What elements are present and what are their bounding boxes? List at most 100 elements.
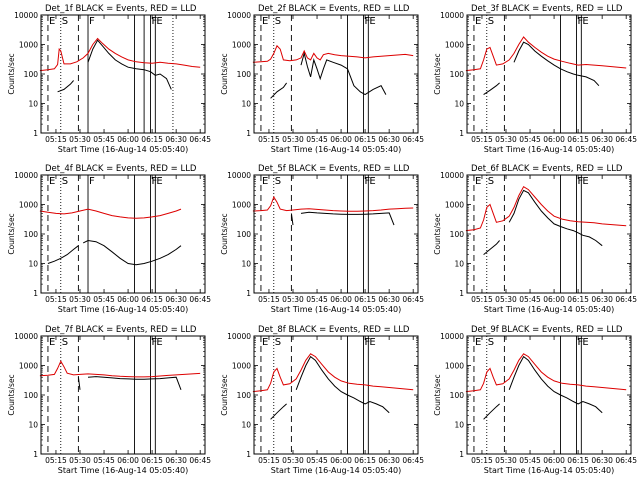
event-marker-label: F xyxy=(89,176,95,187)
event-marker-label: S xyxy=(62,16,68,27)
event-marker-label: E xyxy=(475,337,481,348)
y-tick-label: 10 xyxy=(28,260,38,269)
y-axis-label: Counts/sec xyxy=(7,213,16,254)
x-tick-label: 06:15 xyxy=(141,295,163,304)
x-tick-label: 06:00 xyxy=(117,135,139,144)
plot-frame xyxy=(253,14,419,134)
x-tick-label: 05:30 xyxy=(69,295,91,304)
events-series-line xyxy=(300,211,395,226)
x-tick-label: 06:00 xyxy=(117,456,139,465)
x-tick-label: 05:15 xyxy=(471,295,493,304)
y-tick-label: 100 xyxy=(237,230,252,239)
x-tick-label: 06:30 xyxy=(378,456,400,465)
y-tick-label: 1000 xyxy=(232,362,251,371)
event-marker-label: E xyxy=(156,176,162,187)
x-tick-label: 05:15 xyxy=(258,135,280,144)
x-tick-label: 05:30 xyxy=(495,295,517,304)
y-tick-label: 10000 xyxy=(227,171,251,180)
x-axis-label: Start Time (16-Aug-14 05:05:40) xyxy=(271,305,402,314)
x-axis-label: Start Time (16-Aug-14 05:05:40) xyxy=(58,305,189,314)
lld-series-line xyxy=(252,44,414,63)
x-tick-label: 06:15 xyxy=(567,295,589,304)
x-axis-label: Start Time (16-Aug-14 05:05:40) xyxy=(484,145,615,154)
plot-frame xyxy=(466,174,632,294)
plot-frame xyxy=(253,335,419,455)
x-tick-label: 06:45 xyxy=(402,456,424,465)
event-marker-label: E xyxy=(582,337,588,348)
y-tick-label: 1 xyxy=(459,450,464,459)
x-tick-label: 06:45 xyxy=(615,135,637,144)
x-tick-label: 06:00 xyxy=(330,135,352,144)
plot-frame xyxy=(466,335,632,455)
y-axis-label: Counts/sec xyxy=(7,374,16,415)
x-axis-label: Start Time (16-Aug-14 05:05:40) xyxy=(58,145,189,154)
y-axis-label: Counts/sec xyxy=(220,213,229,254)
event-marker-label: F xyxy=(152,176,158,187)
plot-frame xyxy=(253,174,419,294)
events-series-line xyxy=(87,39,172,90)
events-series-line xyxy=(82,239,182,266)
event-marker-label: S xyxy=(275,16,281,27)
y-tick-label: 1 xyxy=(246,129,251,138)
x-tick-label: 06:30 xyxy=(165,456,187,465)
event-marker-label: S xyxy=(488,176,494,187)
x-tick-label: 06:15 xyxy=(141,456,163,465)
events-series-line xyxy=(483,403,500,420)
event-marker-label: E xyxy=(156,337,162,348)
x-tick-label: 06:30 xyxy=(378,135,400,144)
x-tick-label: 05:15 xyxy=(45,295,67,304)
event-marker-label: E xyxy=(369,176,375,187)
x-tick-label: 06:30 xyxy=(591,456,613,465)
x-tick-label: 06:30 xyxy=(165,135,187,144)
event-marker-label: F xyxy=(365,16,371,27)
y-tick-label: 10000 xyxy=(14,11,38,20)
event-marker-label: S xyxy=(488,337,494,348)
lld-series-line xyxy=(39,360,201,378)
x-tick-label: 06:00 xyxy=(117,295,139,304)
x-tick-label: 05:30 xyxy=(69,456,91,465)
y-axis-label: Counts/sec xyxy=(220,374,229,415)
panel-title: Det_6f BLACK = Events, RED = LLD xyxy=(471,164,623,174)
events-series-line xyxy=(47,245,79,264)
events-series-line xyxy=(513,41,600,87)
panel-title: Det_4f BLACK = Events, RED = LLD xyxy=(45,164,197,174)
y-tick-label: 1 xyxy=(33,289,38,298)
event-marker-label: E xyxy=(156,16,162,27)
events-series-line xyxy=(508,355,603,414)
y-tick-label: 10 xyxy=(241,100,251,109)
y-axis-label: Counts/sec xyxy=(7,53,16,94)
events-series-line xyxy=(270,82,288,99)
x-tick-label: 06:15 xyxy=(354,456,376,465)
event-marker-label: F xyxy=(578,337,584,348)
x-tick-label: 05:30 xyxy=(282,456,304,465)
event-marker-label: E xyxy=(369,16,375,27)
x-tick-label: 05:15 xyxy=(471,135,493,144)
event-marker-label: S xyxy=(62,337,68,348)
x-tick-label: 05:45 xyxy=(519,295,541,304)
y-tick-label: 100 xyxy=(450,230,465,239)
x-tick-label: 06:45 xyxy=(615,456,637,465)
y-tick-label: 10 xyxy=(454,421,464,430)
y-axis-label: Counts/sec xyxy=(433,213,442,254)
y-axis-label: Counts/sec xyxy=(433,53,442,94)
panel-title: Det_9f BLACK = Events, RED = LLD xyxy=(471,325,623,335)
x-tick-label: 05:15 xyxy=(45,456,67,465)
x-axis-label: Start Time (16-Aug-14 05:05:40) xyxy=(484,466,615,475)
y-tick-label: 10 xyxy=(241,421,251,430)
x-tick-label: 05:45 xyxy=(306,295,328,304)
lld-series-line xyxy=(465,36,627,72)
x-tick-label: 05:30 xyxy=(282,295,304,304)
y-tick-label: 10000 xyxy=(440,11,464,20)
x-tick-label: 06:15 xyxy=(141,135,163,144)
x-tick-label: 06:30 xyxy=(591,295,613,304)
event-marker-label: S xyxy=(275,176,281,187)
x-tick-label: 05:45 xyxy=(306,456,328,465)
y-tick-label: 10 xyxy=(28,100,38,109)
y-tick-label: 100 xyxy=(237,391,252,400)
